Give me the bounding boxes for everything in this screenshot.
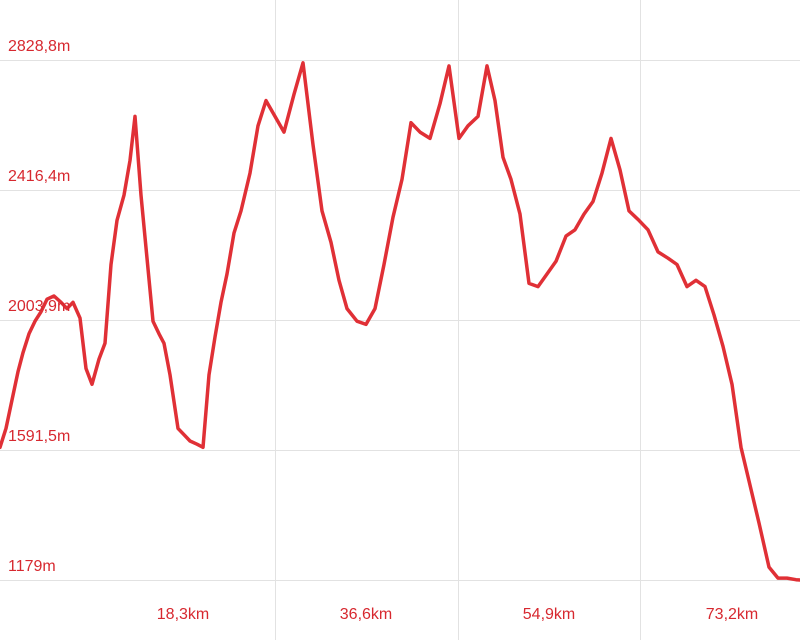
x-tick-label: 54,9km	[523, 606, 575, 623]
y-tick-label: 1179m	[8, 558, 56, 575]
series-layer	[0, 61, 800, 582]
y-tick-label: 2828,8m	[8, 38, 70, 55]
y-tick-label: 2003,9m	[8, 298, 70, 315]
x-tick-label: 73,2km	[706, 606, 758, 623]
y-tick-label: 1591,5m	[8, 428, 70, 445]
tick-label-layer: 2828,8m 2416,4m 2003,9m 1591,5m 1179m 18,3km 3…	[8, 38, 758, 623]
y-tick-label: 2416,4m	[8, 168, 70, 185]
x-tick-label: 36,6km	[340, 606, 392, 623]
x-tick-label: 18,3km	[157, 606, 209, 623]
elevation-line	[0, 61, 800, 582]
